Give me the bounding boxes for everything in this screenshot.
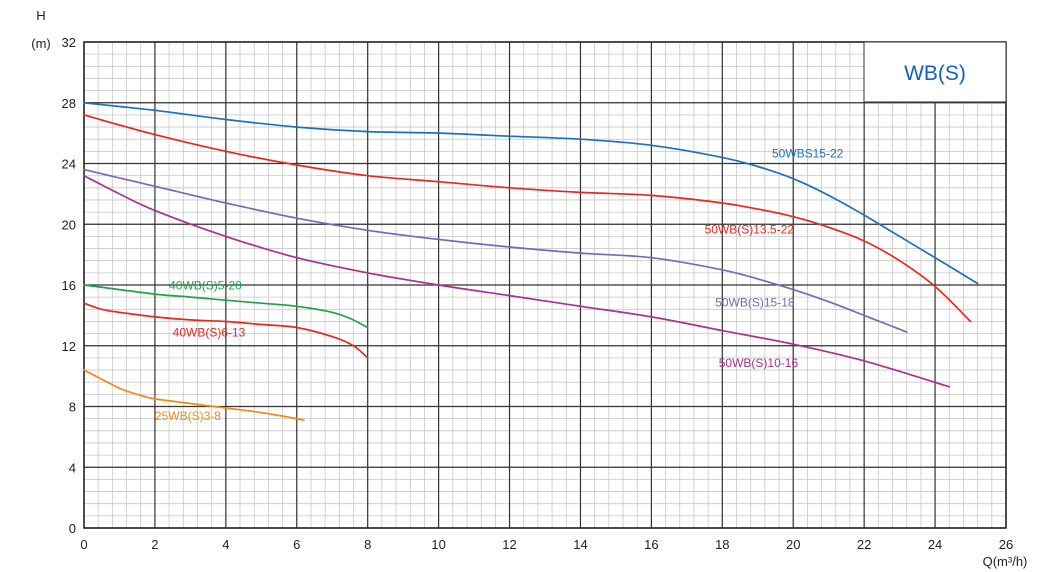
series-line-40wb-s-5-20 (83, 284, 369, 329)
x-tick-label: 16 (644, 537, 658, 552)
x-tick-label: 8 (364, 537, 371, 552)
series-line-50wb-s-15-18 (83, 168, 908, 333)
y-tick-label: 24 (62, 157, 76, 172)
series-line-50wb-s-10-16 (83, 174, 951, 388)
series-label-50wb-s-15-18: 50WB(S)15-18 (715, 295, 795, 309)
x-tick-label: 20 (786, 537, 800, 552)
y-axis-unit: (m) (31, 36, 51, 51)
x-tick-label: 22 (857, 537, 871, 552)
y-tick-label: 4 (69, 460, 76, 475)
series-line-25wb-s-3-8 (83, 369, 305, 422)
x-tick-label: 12 (502, 537, 516, 552)
major-grid (83, 41, 1007, 529)
chart-title-box (863, 41, 1007, 103)
y-tick-label: 32 (62, 35, 76, 50)
y-axis-title: H (36, 8, 45, 23)
chart-title: WB(S) (904, 62, 966, 85)
series-line-50wbs15-22 (83, 101, 979, 285)
y-tick-label: 0 (69, 521, 76, 536)
y-tick-label: 28 (62, 96, 76, 111)
series-label-50wb-s-10-16: 50WB(S)10-16 (719, 356, 799, 370)
x-tick-label: 26 (999, 537, 1013, 552)
series-label-40wb-s-6-13: 40WB(S)6-13 (173, 326, 246, 340)
series-labels: 50WBS15-22 50WB(S)13.5-22 50WB(S)15-18 50WB… (155, 146, 844, 423)
series-line-50wb-s-13-5-22 (83, 114, 972, 323)
x-tick-label: 6 (293, 537, 300, 552)
series-lines (83, 101, 979, 422)
y-tick-label: 20 (62, 217, 76, 232)
y-tick-label: 12 (62, 339, 76, 354)
x-tick-label: 10 (431, 537, 445, 552)
x-tick-label: 0 (80, 537, 87, 552)
series-line-40wb-s-6-13 (83, 302, 369, 359)
x-tick-label: 14 (573, 537, 587, 552)
x-tick-label: 24 (928, 537, 942, 552)
x-tick-label: 4 (222, 537, 229, 552)
series-label-40wb-s-5-20: 40WB(S)5-20 (169, 279, 242, 293)
series-label-50wb-s-13-5-22: 50WB(S)13.5-22 (705, 222, 795, 236)
series-label-50wbs15-22: 50WBS15-22 (772, 146, 844, 160)
x-axis-title: Q(m³/h) (983, 554, 1028, 569)
y-tick-label: 8 (69, 400, 76, 415)
series-label-25wb-s-3-8: 25WB(S)3-8 (155, 409, 221, 423)
x-tick-label: 18 (715, 537, 729, 552)
y-tick-label: 16 (62, 278, 76, 293)
x-tick-label: 2 (151, 537, 158, 552)
